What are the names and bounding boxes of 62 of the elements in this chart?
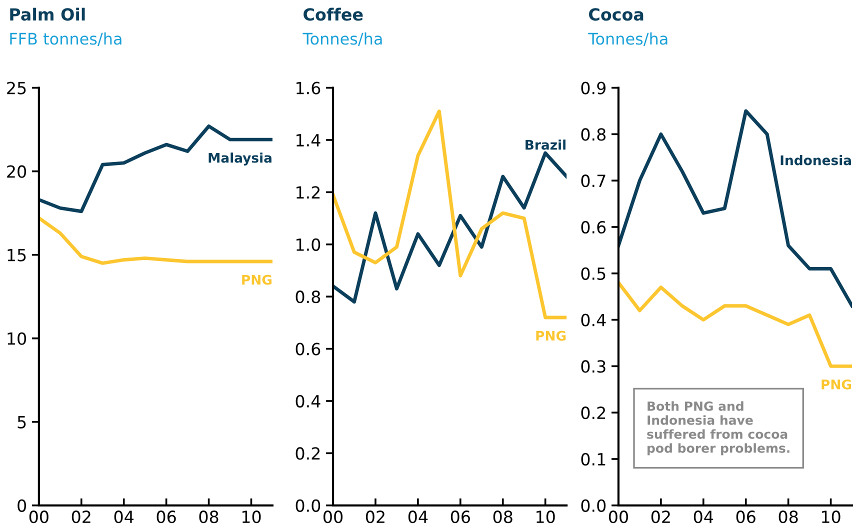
x-tick-label: 02: [651, 510, 670, 524]
line-series: [333, 110, 567, 320]
y-tick-label: 0.9: [581, 82, 606, 94]
y-tick-label: 25: [7, 82, 26, 94]
annotation: Both PNG and Indonesia have suffered from cocoa pod borer problems.: [647, 401, 790, 456]
y-tick-label: 0.6: [581, 220, 606, 234]
x-tick-label: 00: [324, 510, 343, 524]
series-label: PNG: [242, 274, 272, 285]
x-tick-label: 02: [72, 510, 90, 524]
y-tick-label: 0.7: [581, 174, 606, 188]
y-tick-label: 0.2: [296, 447, 320, 460]
chart-subtitle: FFB tonnes/ha: [10, 32, 122, 46]
y-tick-label: 0.3: [581, 360, 606, 373]
y-tick-label: 0.0: [296, 499, 320, 512]
series-label: PNG: [822, 379, 852, 390]
chart-title: Palm Oil: [10, 8, 85, 21]
line-series: [618, 280, 852, 368]
line-series: [333, 151, 567, 304]
y-tick-label: 20: [7, 165, 26, 178]
y-tick-label: 0.5: [581, 267, 606, 280]
y-tick-label: 1.0: [296, 238, 320, 251]
x-tick-label: 04: [114, 510, 134, 524]
y-tick-label: 1.6: [296, 82, 320, 94]
x-tick-label: 00: [29, 510, 48, 524]
y-tick-label: 0.1: [581, 452, 606, 466]
x-tick-label: 08: [778, 510, 798, 524]
x-tick-label: 10: [536, 510, 555, 524]
chart-subtitle: Tonnes/ha: [302, 32, 382, 46]
y-tick-label: 0.6: [296, 342, 320, 356]
chart-title: Cocoa: [589, 8, 644, 21]
line-series: [38, 216, 272, 265]
series-label: Malaysia: [208, 152, 272, 166]
x-tick-label: 06: [450, 510, 470, 524]
series-label: Brazil: [526, 140, 566, 150]
y-tick-label: 10: [8, 332, 26, 345]
x-tick-label: 08: [199, 510, 218, 524]
y-tick-label: 0.8: [581, 128, 606, 141]
y-tick-label: 0.4: [296, 394, 320, 408]
y-tick-label: 5: [18, 416, 26, 428]
y-tick-label: 0.8: [296, 290, 320, 304]
x-tick-label: 08: [493, 510, 512, 524]
series-label: Indonesia: [780, 155, 851, 166]
chart-title: Coffee: [304, 8, 363, 21]
line-series: [38, 124, 272, 214]
x-tick-label: 00: [608, 510, 628, 524]
series-label: PNG: [536, 330, 566, 341]
x-tick-label: 06: [156, 510, 176, 524]
x-tick-label: 10: [242, 510, 261, 524]
x-tick-label: 10: [822, 510, 840, 524]
y-tick-label: 0: [18, 499, 26, 512]
y-tick-label: 1.4: [296, 134, 320, 146]
y-tick-label: 0.0: [581, 499, 606, 512]
line-series: [618, 109, 852, 308]
x-tick-label: 04: [408, 510, 428, 524]
chart-subtitle: Tonnes/ha: [588, 32, 668, 46]
x-tick-label: 04: [694, 510, 714, 524]
y-tick-label: 15: [8, 249, 26, 262]
y-tick-label: 0.4: [581, 314, 606, 326]
x-tick-label: 06: [736, 510, 756, 524]
y-tick-label: 1.2: [296, 186, 320, 199]
x-tick-label: 02: [366, 510, 384, 524]
y-tick-label: 0.2: [581, 406, 605, 420]
